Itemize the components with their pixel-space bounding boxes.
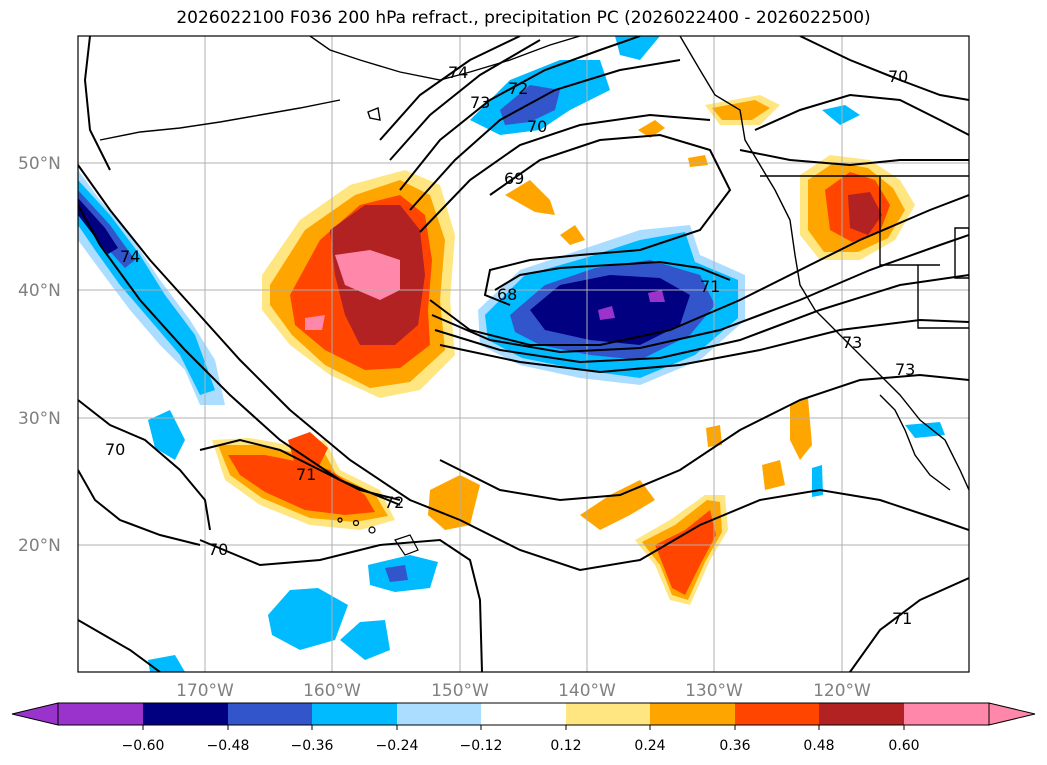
colorbar-frame xyxy=(57,702,990,726)
lon-label-140w: 140°W xyxy=(558,681,616,701)
colorbar-tick-label: −0.60 xyxy=(122,738,165,754)
neg-region-west-blue xyxy=(78,190,135,268)
neg-region-coast1 xyxy=(905,422,945,438)
plot-frame xyxy=(77,35,970,673)
colorbar-tick-label: 0.60 xyxy=(888,738,919,754)
colorbar-bin xyxy=(312,703,397,725)
pos-region-small2 xyxy=(505,180,555,215)
colorbar: −0.60 −0.48 −0.36 −0.24 −0.12 0.12 0.24 … xyxy=(11,702,1036,754)
pos-region-oregon-dark xyxy=(848,192,882,235)
colorbar-bin xyxy=(650,703,735,725)
contour-label: 68 xyxy=(497,285,517,304)
colorbar-tick-label: −0.48 xyxy=(207,738,250,754)
precip-shading xyxy=(78,36,945,672)
lon-label-150w: 150°W xyxy=(431,681,489,701)
colorbar-tick-label: 0.48 xyxy=(803,738,834,754)
lat-label-40n: 40°N xyxy=(18,281,61,301)
lon-label-160w: 160°W xyxy=(303,681,361,701)
neg-region-gulf-top xyxy=(615,36,660,60)
colorbar-bin xyxy=(819,703,904,725)
pos-region-mid2 xyxy=(580,480,655,530)
neg-region-hawaii-blue xyxy=(385,565,408,582)
contour-label: 71 xyxy=(296,465,316,484)
graticule xyxy=(78,36,969,672)
colorbar-extend-right xyxy=(988,702,1036,726)
lon-label-170w: 170°W xyxy=(176,681,234,701)
neg-region-sw2 xyxy=(340,620,390,660)
colorbar-tick-label: 0.24 xyxy=(634,738,665,754)
contour-label: 72 xyxy=(384,493,404,512)
colorbar-bin xyxy=(904,703,989,725)
neg-region-sw3 xyxy=(148,410,185,460)
contour-label: 70 xyxy=(105,440,125,459)
pos-region-small3 xyxy=(560,225,585,245)
contour-label: 73 xyxy=(842,333,862,352)
lat-label-20n: 20°N xyxy=(18,536,61,556)
contour-label: 74 xyxy=(448,63,468,82)
colorbar-ticks xyxy=(142,725,905,730)
colorbar-tick-label: 0.12 xyxy=(550,738,581,754)
lon-label-120w: 120°W xyxy=(813,681,871,701)
map-title: 2026022100 F036 200 hPa refract., precip… xyxy=(176,8,871,28)
pos-region-subtrop-red xyxy=(228,455,375,515)
colorbar-bin xyxy=(228,703,312,725)
colorbar-bin xyxy=(735,703,819,725)
colorbar-tick-label: −0.24 xyxy=(376,738,419,754)
colorbar-tick-label: 0.36 xyxy=(719,738,750,754)
lat-label-30n: 30°N xyxy=(18,409,61,429)
colorbar-bin xyxy=(481,703,566,725)
neg-region-east-purple xyxy=(598,306,615,320)
contour-label: 73 xyxy=(895,360,915,379)
colorbar-bin xyxy=(397,703,481,725)
pos-region-mid3-red xyxy=(655,510,716,595)
neg-region-west-navy xyxy=(78,198,118,254)
neg-region-bottom xyxy=(148,655,185,672)
colorbar-tick-label: −0.12 xyxy=(460,738,503,754)
neg-region-small-ne xyxy=(822,105,860,125)
colorbar-bin xyxy=(143,703,228,725)
pos-region-small4 xyxy=(688,155,708,167)
contour-label: 70 xyxy=(527,117,547,136)
pos-region-central-pink xyxy=(335,250,400,300)
pos-region-central-pink2 xyxy=(305,315,325,330)
neg-region-coast2 xyxy=(812,465,823,497)
neg-region-east-purple2 xyxy=(648,290,665,302)
lon-label-130w: 130°W xyxy=(685,681,743,701)
refract-contours xyxy=(78,36,969,672)
latitude-labels: 50°N 40°N 30°N 20°N xyxy=(18,154,61,556)
contour-label: 71 xyxy=(892,609,912,628)
pos-region-nw-orange xyxy=(712,100,770,120)
contour-label: 73 xyxy=(470,93,490,112)
colorbar-tick-label: −0.36 xyxy=(291,738,334,754)
contour-label: 69 xyxy=(504,169,524,188)
colorbar-extend-left xyxy=(11,702,59,726)
contour-label: 70 xyxy=(208,540,228,559)
neg-region-sw1 xyxy=(268,588,348,650)
pos-region-small1 xyxy=(638,120,665,138)
contour-label: 71 xyxy=(700,277,720,296)
pos-region-mid5 xyxy=(790,398,812,460)
colorbar-bin xyxy=(58,703,143,725)
contour-label: 70 xyxy=(888,67,908,86)
pos-region-mid4 xyxy=(762,460,785,490)
lat-label-50n: 50°N xyxy=(18,154,61,174)
coastlines xyxy=(99,36,969,491)
hawaii-islands xyxy=(337,517,419,556)
pos-region-mid1 xyxy=(428,475,480,530)
contour-label: 72 xyxy=(508,79,528,98)
colorbar-bin xyxy=(566,703,650,725)
longitude-labels: 170°W 160°W 150°W 140°W 130°W 120°W xyxy=(176,681,871,701)
contour-labels: 74 73 72 70 69 68 71 74 73 73 70 71 72 7… xyxy=(105,63,915,628)
contour-label: 74 xyxy=(120,247,140,266)
